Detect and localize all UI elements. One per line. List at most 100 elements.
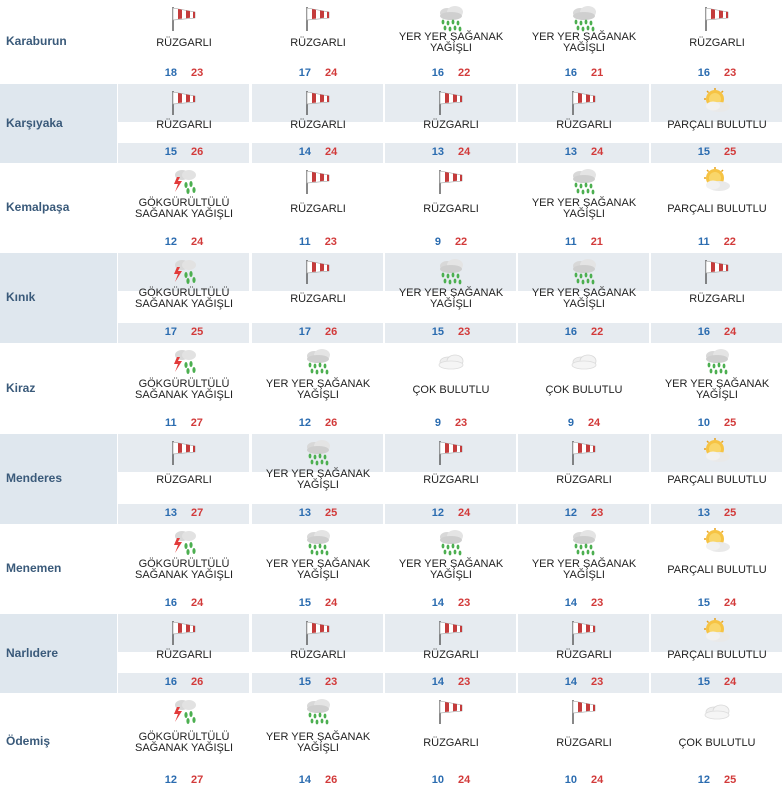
max-temperature: 24: [724, 326, 737, 338]
rain-cloud-icon: [568, 528, 600, 556]
forecast-cell: GÖKGÜRÜLTÜLÜ SAĞANAK YAĞIŞLI 16 24: [118, 524, 250, 614]
min-temperature: 13: [564, 146, 577, 158]
forecast-cell: RÜZGARLI 12 23: [518, 434, 650, 524]
temperature-range: 13 24: [518, 146, 650, 158]
city-row: Kınık GÖKGÜRÜLTÜLÜ SAĞANAK YAĞIŞLI 17 25 R…: [0, 253, 783, 343]
temperature-range: 15 24: [651, 676, 783, 688]
forecast-cell: YER YER ŞAĞANAK YAĞIŞLI 12 26: [252, 343, 384, 434]
forecast-cell: ÇOK BULUTLU 12 25: [651, 693, 783, 791]
forecast-description: RÜZGARLI: [423, 474, 479, 486]
temperature-range: 10 24: [385, 774, 517, 786]
min-temperature: 12: [431, 507, 444, 519]
forecast-description: YER YER ŞAĞANAK YAĞIŞLI: [265, 468, 371, 491]
cell-description-band: [518, 291, 649, 323]
min-temperature: 16: [431, 67, 444, 79]
max-temperature: 23: [325, 676, 338, 688]
sun-cloud-icon: [701, 528, 733, 556]
rain-cloud-icon: [435, 257, 467, 285]
temperature-range: 16 24: [651, 326, 783, 338]
min-temperature: 13: [298, 507, 311, 519]
city-name[interactable]: Karaburun: [6, 34, 67, 48]
thunderstorm-icon: [168, 697, 200, 725]
forecast-cell: YER YER ŞAĞANAK YAĞIŞLI 14 23: [518, 524, 650, 614]
temperature-range: 10 25: [651, 417, 783, 429]
rain-cloud-icon: [302, 528, 334, 556]
min-temperature: 15: [697, 676, 710, 688]
max-temperature: 26: [325, 417, 338, 429]
min-temperature: 14: [564, 597, 577, 609]
city-cell: Menderes: [0, 434, 117, 524]
forecast-description: YER YER ŞAĞANAK YAĞIŞLI: [398, 287, 504, 310]
city-name[interactable]: Narlıdere: [6, 646, 59, 660]
max-temperature: 23: [591, 676, 604, 688]
city-name[interactable]: Kınık: [6, 290, 36, 304]
temperature-range: 14 23: [385, 676, 517, 688]
max-temperature: 25: [724, 774, 737, 786]
forecast-cell: RÜZGARLI 16 24: [651, 253, 783, 343]
cell-description-band: [518, 652, 649, 673]
temperature-range: 12 24: [385, 507, 517, 519]
temperature-range: 15 24: [651, 597, 783, 609]
min-temperature: 16: [564, 326, 577, 338]
forecast-description: RÜZGARLI: [290, 293, 346, 305]
max-temperature: 24: [325, 597, 338, 609]
forecast-cell: PARÇALI BULUTLU 15 24: [651, 524, 783, 614]
city-cell: Narlıdere: [0, 614, 117, 693]
min-temperature: 11: [299, 236, 311, 248]
forecast-cell: RÜZGARLI 15 23: [252, 614, 384, 693]
city-name[interactable]: Menemen: [6, 561, 62, 575]
windsock-icon: [302, 88, 334, 116]
city-name[interactable]: Ödemiş: [6, 734, 51, 748]
temperature-range: 17 24: [252, 67, 384, 79]
temperature-range: 13 24: [385, 146, 517, 158]
max-temperature: 25: [724, 507, 737, 519]
forecast-description: YER YER ŞAĞANAK YAĞIŞLI: [531, 558, 637, 581]
forecast-description: RÜZGARLI: [423, 737, 479, 749]
forecast-cell: YER YER ŞAĞANAK YAĞIŞLI 14 26: [252, 693, 384, 791]
min-temperature: 18: [164, 67, 177, 79]
temperature-range: 16 22: [385, 67, 517, 79]
min-temperature: 16: [697, 67, 710, 79]
forecast-cell: YER YER ŞAĞANAK YAĞIŞLI 15 23: [385, 253, 517, 343]
cell-description-band: [651, 291, 782, 323]
forecast-description: YER YER ŞAĞANAK YAĞIŞLI: [398, 558, 504, 581]
min-temperature: 10: [431, 774, 444, 786]
forecast-description: ÇOK BULUTLU: [678, 737, 756, 749]
city-name[interactable]: Menderes: [6, 471, 63, 485]
min-temperature: 9: [434, 236, 441, 248]
cell-description-band: [252, 472, 383, 504]
rain-cloud-icon: [302, 438, 334, 466]
temperature-range: 15 23: [252, 676, 384, 688]
city-name[interactable]: Kiraz: [6, 381, 36, 395]
forecast-cell: RÜZGARLI 12 24: [385, 434, 517, 524]
temperature-range: 10 24: [518, 774, 650, 786]
temperature-range: 14 24: [252, 146, 384, 158]
min-temperature: 16: [164, 676, 177, 688]
forecast-cell: ÇOK BULUTLU 9 24: [518, 343, 650, 434]
city-name[interactable]: Karşıyaka: [6, 116, 63, 130]
windsock-icon: [568, 618, 600, 646]
max-temperature: 23: [458, 597, 471, 609]
forecast-description: RÜZGARLI: [423, 649, 479, 661]
cell-description-band: [252, 291, 383, 323]
windsock-icon: [168, 4, 200, 32]
temperature-range: 12 26: [252, 417, 384, 429]
forecast-description: RÜZGARLI: [556, 474, 612, 486]
max-temperature: 24: [191, 236, 204, 248]
cell-description-band: [385, 122, 516, 143]
max-temperature: 23: [458, 676, 471, 688]
city-row: Menemen GÖKGÜRÜLTÜLÜ SAĞANAK YAĞIŞLI 16 24…: [0, 524, 783, 614]
temperature-range: 13 25: [252, 507, 384, 519]
min-temperature: 11: [165, 417, 177, 429]
min-temperature: 14: [298, 774, 311, 786]
thunderstorm-icon: [168, 347, 200, 375]
forecast-cell: RÜZGARLI 16 26: [118, 614, 250, 693]
city-name[interactable]: Kemalpaşa: [6, 200, 70, 214]
forecast-cell: RÜZGARLI 10 24: [518, 693, 650, 791]
windsock-icon: [568, 88, 600, 116]
cell-description-band: [252, 652, 383, 673]
forecast-description: RÜZGARLI: [290, 649, 346, 661]
forecast-cell: YER YER ŞAĞANAK YAĞIŞLI 16 21: [518, 0, 650, 84]
max-temperature: 26: [325, 774, 338, 786]
max-temperature: 24: [724, 676, 737, 688]
